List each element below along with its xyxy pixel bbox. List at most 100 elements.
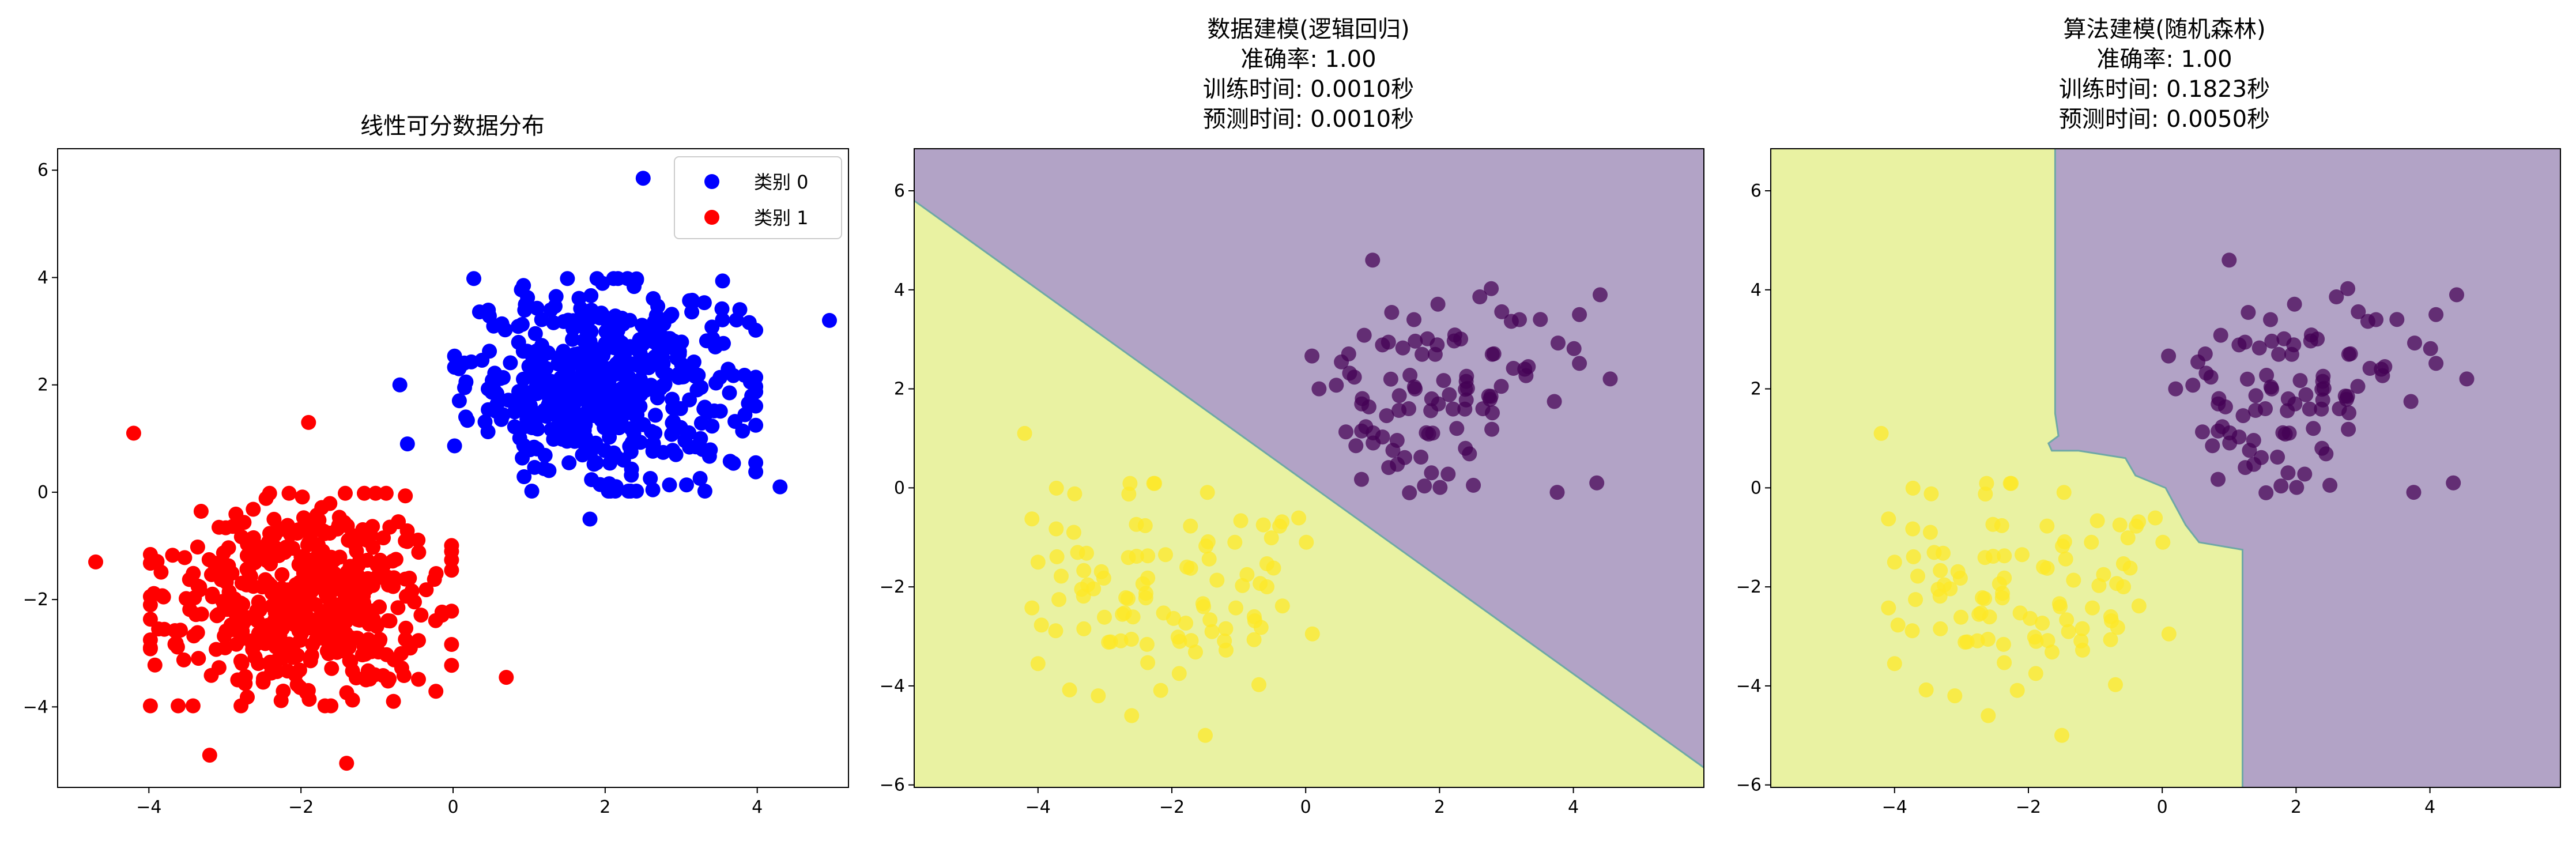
data-point-class-1 xyxy=(2040,633,2055,648)
data-point-class-0 xyxy=(1484,346,1500,362)
data-point-class-0 xyxy=(624,461,639,477)
data-point-class-0 xyxy=(2314,401,2329,417)
data-point-class-1 xyxy=(339,756,354,771)
data-point-class-1 xyxy=(228,506,244,522)
data-point-class-0 xyxy=(645,482,661,497)
data-point-class-1 xyxy=(211,660,227,676)
data-point-class-0 xyxy=(2273,478,2289,494)
panel-random-forest: 算法建模(随机森林) 准确率: 1.00 训练时间: 0.1823秒 预测时间:… xyxy=(1736,16,2561,817)
data-point-class-1 xyxy=(418,582,434,598)
data-point-class-1 xyxy=(2054,727,2069,743)
x-tick-label: −2 xyxy=(288,797,314,817)
data-point-class-1 xyxy=(299,609,314,625)
data-point-class-0 xyxy=(2254,450,2269,465)
panel3-title-predict-time: 预测时间: 0.0050秒 xyxy=(2059,106,2270,133)
data-point-class-0 xyxy=(2340,281,2356,296)
data-point-class-1 xyxy=(1918,682,1934,697)
data-point-class-1 xyxy=(2120,530,2136,546)
data-point-class-0 xyxy=(2161,348,2177,364)
data-point-class-1 xyxy=(1170,629,1186,645)
data-point-class-1 xyxy=(185,698,201,714)
data-point-class-0 xyxy=(2251,340,2267,356)
data-point-class-0 xyxy=(1572,307,1587,322)
data-point-class-1 xyxy=(1129,516,1144,532)
data-point-class-1 xyxy=(1997,655,2012,670)
data-point-class-0 xyxy=(474,353,490,368)
data-point-class-0 xyxy=(646,291,661,306)
data-point-class-0 xyxy=(595,348,611,363)
panel2-points xyxy=(1017,252,1618,743)
data-point-class-0 xyxy=(1485,405,1500,421)
y-tick-label: −4 xyxy=(880,676,905,696)
data-point-class-1 xyxy=(1158,547,1173,563)
data-point-class-1 xyxy=(2051,596,2067,612)
data-point-class-0 xyxy=(530,379,545,395)
data-point-class-0 xyxy=(569,370,585,386)
data-point-class-1 xyxy=(344,584,360,600)
data-point-class-1 xyxy=(304,647,319,663)
data-point-class-0 xyxy=(1348,438,1364,454)
data-point-class-1 xyxy=(411,545,427,560)
data-point-class-1 xyxy=(1051,592,1067,608)
data-point-class-1 xyxy=(444,658,459,673)
data-point-class-1 xyxy=(1218,621,1234,636)
data-point-class-1 xyxy=(246,501,261,517)
panel1-y-axis: −4 −2 0 2 4 6 xyxy=(23,160,58,717)
data-point-class-0 xyxy=(550,424,566,440)
data-point-class-1 xyxy=(251,656,266,672)
data-point-class-1 xyxy=(1274,598,1290,614)
data-point-class-0 xyxy=(692,471,708,486)
data-point-class-0 xyxy=(686,354,701,369)
y-tick-label: 4 xyxy=(1751,280,1762,300)
data-point-class-0 xyxy=(1566,341,1582,356)
data-point-class-1 xyxy=(2131,598,2147,614)
data-point-class-0 xyxy=(1431,396,1446,412)
data-point-class-0 xyxy=(662,477,677,493)
data-point-class-1 xyxy=(1117,605,1132,621)
data-point-class-0 xyxy=(582,511,598,527)
data-point-class-0 xyxy=(2350,379,2366,394)
data-point-class-0 xyxy=(503,355,518,371)
data-point-class-0 xyxy=(582,334,598,349)
data-point-class-0 xyxy=(2222,252,2237,268)
data-point-class-1 xyxy=(1188,644,1203,660)
data-point-class-0 xyxy=(610,271,626,286)
x-tick-label: −4 xyxy=(1882,797,1907,817)
data-point-class-0 xyxy=(1459,368,1474,384)
data-point-class-1 xyxy=(2103,632,2118,647)
data-point-class-0 xyxy=(2360,314,2375,329)
data-point-class-0 xyxy=(1354,396,1370,412)
data-point-class-0 xyxy=(507,397,523,412)
data-point-class-1 xyxy=(268,639,284,655)
data-point-class-0 xyxy=(679,477,694,493)
data-point-class-0 xyxy=(1447,327,1462,343)
data-point-class-0 xyxy=(1383,371,1398,387)
data-point-class-1 xyxy=(1922,525,1938,540)
panel1-title: 线性可分数据分布 xyxy=(360,113,545,139)
y-tick-label: 2 xyxy=(37,375,48,395)
data-point-class-1 xyxy=(297,570,312,586)
data-point-class-0 xyxy=(1365,252,1381,268)
data-point-class-1 xyxy=(290,648,306,663)
data-point-class-1 xyxy=(303,529,318,544)
data-point-class-1 xyxy=(1905,480,1921,496)
data-point-class-0 xyxy=(2315,368,2331,384)
data-point-class-0 xyxy=(715,312,730,327)
data-point-class-1 xyxy=(1048,480,1064,496)
data-point-class-0 xyxy=(587,366,602,382)
data-point-class-0 xyxy=(673,420,688,435)
data-point-class-0 xyxy=(1375,337,1390,353)
data-point-class-1 xyxy=(221,584,237,599)
data-point-class-1 xyxy=(410,533,426,548)
data-point-class-0 xyxy=(2292,373,2308,389)
data-point-class-1 xyxy=(238,611,254,627)
panel3-decision-regions xyxy=(1771,149,2560,787)
y-tick-label: 6 xyxy=(1751,181,1762,201)
data-point-class-0 xyxy=(822,312,837,328)
data-point-class-0 xyxy=(696,295,712,311)
data-point-class-0 xyxy=(638,352,654,368)
data-point-class-1 xyxy=(322,496,338,511)
data-point-class-0 xyxy=(454,357,469,373)
data-point-class-0 xyxy=(644,437,660,452)
